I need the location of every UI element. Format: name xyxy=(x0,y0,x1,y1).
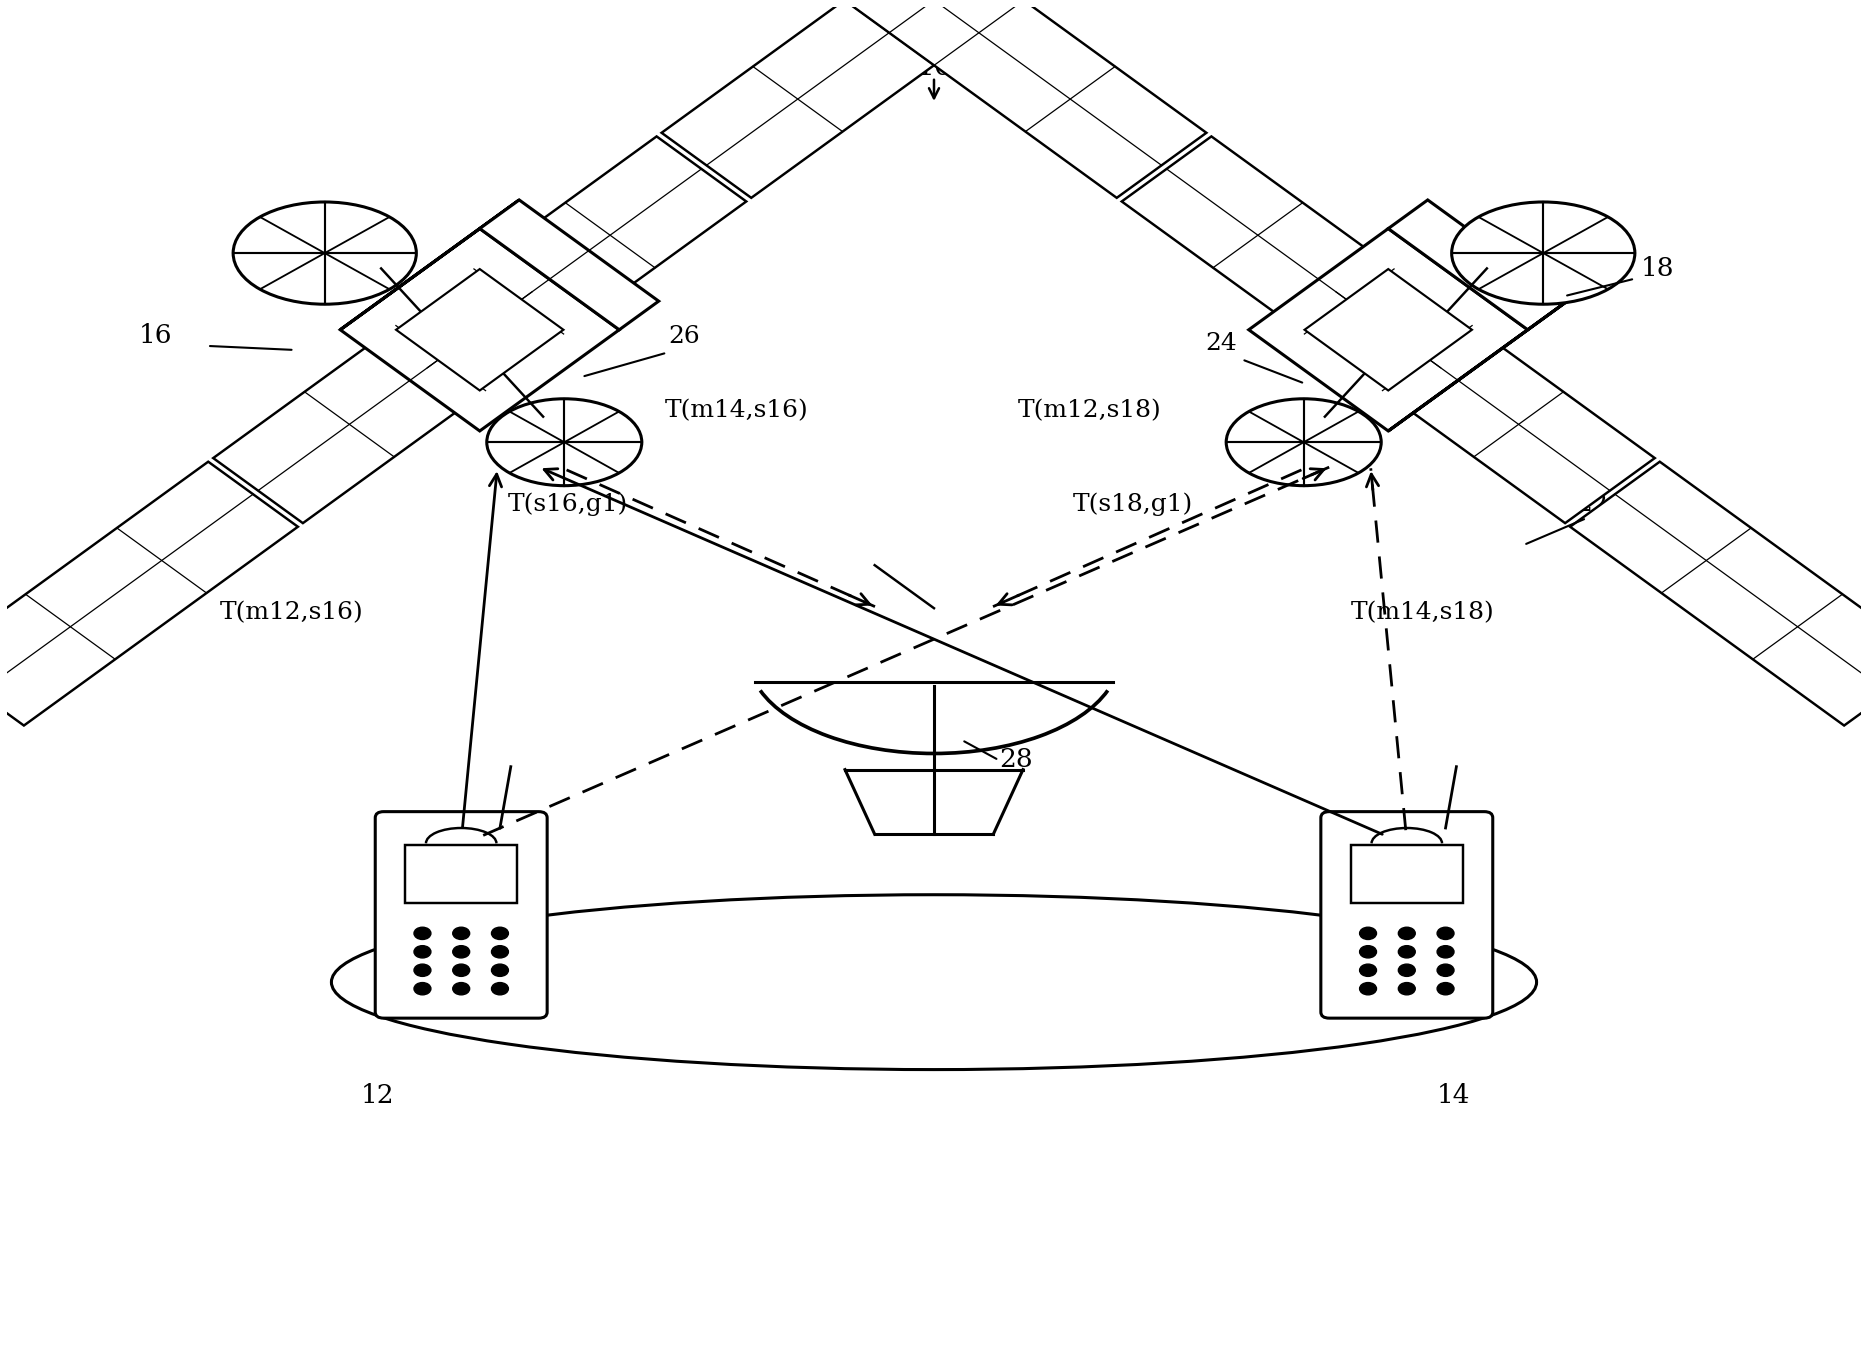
Circle shape xyxy=(1436,927,1453,939)
Text: 24: 24 xyxy=(1205,332,1237,355)
Circle shape xyxy=(1360,946,1377,958)
Circle shape xyxy=(1399,983,1416,995)
Polygon shape xyxy=(842,0,1207,198)
Polygon shape xyxy=(213,260,577,523)
Circle shape xyxy=(1360,983,1377,995)
Ellipse shape xyxy=(1451,202,1634,304)
Circle shape xyxy=(1436,946,1453,958)
Polygon shape xyxy=(661,0,1026,198)
Circle shape xyxy=(1360,964,1377,976)
Circle shape xyxy=(491,927,508,939)
Text: T(m12,s18): T(m12,s18) xyxy=(1018,400,1162,423)
Circle shape xyxy=(452,964,469,976)
Polygon shape xyxy=(480,200,659,330)
Polygon shape xyxy=(340,200,519,330)
Text: 10: 10 xyxy=(915,54,953,82)
Text: 26: 26 xyxy=(669,325,700,348)
Circle shape xyxy=(491,983,508,995)
Polygon shape xyxy=(1250,228,1528,431)
Text: T(m14,s16): T(m14,s16) xyxy=(665,400,809,423)
Circle shape xyxy=(415,983,432,995)
Circle shape xyxy=(415,964,432,976)
Text: 12: 12 xyxy=(361,1083,394,1108)
Ellipse shape xyxy=(234,202,417,304)
Circle shape xyxy=(1399,964,1416,976)
Circle shape xyxy=(1399,946,1416,958)
Circle shape xyxy=(452,946,469,958)
Polygon shape xyxy=(1388,200,1567,330)
Text: T(s16,g1): T(s16,g1) xyxy=(508,493,628,516)
Circle shape xyxy=(1436,983,1453,995)
Polygon shape xyxy=(340,228,618,431)
Circle shape xyxy=(415,927,432,939)
Polygon shape xyxy=(1291,260,1655,523)
Circle shape xyxy=(415,946,432,958)
Polygon shape xyxy=(0,462,297,726)
Circle shape xyxy=(452,927,469,939)
Polygon shape xyxy=(1121,136,1485,401)
Text: 16: 16 xyxy=(138,323,172,348)
Polygon shape xyxy=(396,269,564,390)
FancyBboxPatch shape xyxy=(405,845,517,904)
Ellipse shape xyxy=(1225,398,1380,485)
Circle shape xyxy=(452,983,469,995)
Text: 20: 20 xyxy=(288,493,319,516)
Ellipse shape xyxy=(488,398,643,485)
Polygon shape xyxy=(1304,269,1472,390)
Circle shape xyxy=(491,946,508,958)
Text: 22: 22 xyxy=(1577,493,1608,516)
Polygon shape xyxy=(383,136,747,401)
Polygon shape xyxy=(1571,462,1868,726)
Text: T(m12,s16): T(m12,s16) xyxy=(220,601,364,624)
FancyBboxPatch shape xyxy=(1351,845,1463,904)
Text: 28: 28 xyxy=(999,747,1033,772)
Circle shape xyxy=(1399,927,1416,939)
Circle shape xyxy=(491,964,508,976)
Text: 14: 14 xyxy=(1436,1083,1470,1108)
Circle shape xyxy=(1360,927,1377,939)
Text: T(m14,s18): T(m14,s18) xyxy=(1351,601,1494,624)
Polygon shape xyxy=(1388,302,1567,431)
FancyBboxPatch shape xyxy=(375,811,547,1018)
Text: 18: 18 xyxy=(1640,255,1674,281)
FancyBboxPatch shape xyxy=(1321,811,1493,1018)
Text: T(s18,g1): T(s18,g1) xyxy=(1072,493,1194,516)
Circle shape xyxy=(1436,964,1453,976)
